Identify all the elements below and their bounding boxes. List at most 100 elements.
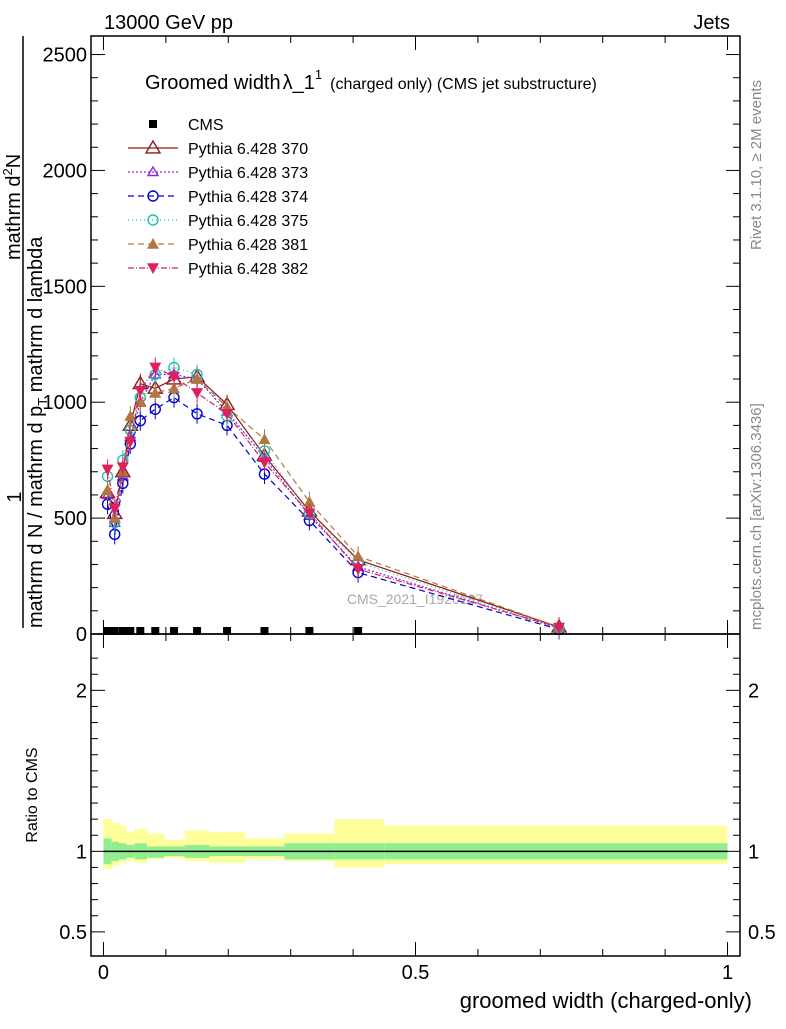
series-line	[106, 378, 560, 628]
y-label-numerator: mathrm d2N	[0, 154, 25, 260]
data-point	[167, 371, 180, 383]
ratio-y-ticks: 0.5 0.5 1 1 2 2	[59, 657, 776, 944]
series-line	[106, 396, 560, 630]
data-point	[149, 362, 162, 374]
ratio-tick-label-right: 2	[748, 680, 759, 702]
series-p373	[101, 364, 566, 639]
legend-label: Pythia 6.428 373	[188, 165, 308, 182]
data-point	[303, 495, 316, 507]
legend-marker	[147, 214, 159, 226]
ratio-tick-label-right: 1	[748, 841, 759, 863]
x-tick-label: 1	[722, 962, 733, 984]
data-point	[149, 403, 161, 415]
legend-item-p382: Pythia 6.428 382	[128, 261, 308, 278]
data-point	[553, 622, 566, 634]
series-line	[106, 366, 560, 629]
legend-item-cms: CMS	[149, 117, 224, 134]
mcplots-label: mcplots.cern.ch [arXiv:1306.3436]	[748, 403, 765, 630]
data-point	[118, 627, 127, 635]
data-point	[221, 409, 234, 420]
y-tick-label: 2500	[43, 45, 88, 67]
y-tick-label: 2000	[43, 160, 88, 182]
series-line	[106, 373, 560, 629]
ratio-tick-label: 2	[76, 680, 87, 702]
data-point	[258, 433, 271, 445]
legend-item-p381: Pythia 6.428 381	[128, 237, 308, 254]
legend-label: Pythia 6.428 375	[188, 213, 308, 230]
y-tick-label: 0	[76, 624, 87, 646]
plot-title: Groomed width λ_11(charged only) (CMS jet…	[145, 67, 597, 94]
y-tick-label: 1000	[43, 392, 88, 414]
data-point	[260, 627, 269, 635]
ratio-tick-label-right: 0.5	[748, 922, 776, 944]
data-point	[149, 386, 162, 398]
data-point	[305, 627, 314, 635]
ratio-tick-label: 0.5	[59, 922, 87, 944]
legend-marker	[147, 190, 159, 202]
legend-label: Pythia 6.428 382	[188, 261, 308, 278]
legend: CMS Pythia 6.428 370 Pythia 6.428 373 Pythi…	[128, 117, 308, 278]
data-point	[134, 385, 147, 397]
y-tick-label: 1500	[43, 276, 88, 298]
legend-label: Pythia 6.428 374	[188, 189, 308, 206]
legend-label: Pythia 6.428 370	[188, 141, 308, 158]
data-point	[124, 410, 137, 421]
rivet-version-label: Rivet 3.1.10, ≥ 2M events	[748, 80, 765, 250]
data-point	[108, 504, 121, 515]
data-point	[169, 627, 178, 635]
main-y-ticks: 0 500 1000 1500 2000 2500	[43, 45, 740, 646]
y-label-denominator: mathrm d N / mathrm d pT mathrm d lambda	[25, 236, 50, 628]
y-tick-label: 500	[54, 508, 87, 530]
data-point	[116, 462, 129, 474]
legend-item-p370: Pythia 6.428 370	[128, 139, 308, 158]
ratio-y-axis-label: Ratio to CMS	[24, 747, 41, 842]
data-point	[191, 373, 204, 384]
data-point	[258, 457, 271, 469]
header-jets-label: Jets	[693, 12, 730, 34]
series-cms	[103, 627, 564, 635]
series-layer	[99, 357, 568, 640]
legend-marker	[149, 120, 157, 128]
x-tick-label: 0	[98, 962, 109, 984]
data-point	[352, 550, 365, 562]
legend-marker	[146, 165, 160, 177]
ratio-tick-label: 1	[76, 841, 87, 863]
legend-marker	[144, 139, 162, 154]
legend-label: Pythia 6.428 381	[188, 237, 308, 254]
series-p381	[101, 369, 566, 638]
data-point	[223, 627, 232, 635]
legend-item-p373: Pythia 6.428 373	[128, 165, 308, 182]
series-line	[106, 366, 560, 629]
data-point	[101, 464, 114, 476]
x-tick-label: 0.5	[402, 962, 430, 984]
series-p370	[99, 366, 568, 638]
legend-item-p374: Pythia 6.428 374	[128, 189, 308, 206]
data-point	[103, 627, 112, 635]
legend-item-p375: Pythia 6.428 375	[128, 213, 308, 230]
data-point	[193, 627, 202, 635]
series-p382	[101, 357, 566, 638]
legend-label: CMS	[188, 117, 224, 134]
ratio-plot-frame	[90, 633, 741, 957]
data-point	[352, 564, 365, 576]
data-point	[136, 627, 145, 635]
data-point	[124, 436, 137, 448]
data-point	[126, 627, 135, 635]
legend-marker	[147, 238, 159, 249]
y-label-one: 1	[4, 491, 26, 502]
x-ticks: 0 0.5 1	[98, 36, 733, 984]
series-line	[106, 376, 560, 628]
data-point	[191, 408, 203, 420]
ratio-bands	[103, 819, 728, 870]
header-energy-label: 13000 GeV pp	[104, 12, 233, 34]
data-point	[354, 627, 363, 635]
data-point	[151, 627, 160, 635]
data-point	[101, 484, 114, 496]
data-point	[110, 627, 119, 635]
data-point	[167, 382, 180, 394]
data-point	[191, 388, 204, 399]
x-axis-label: groomed width (charged-only)	[460, 988, 752, 1013]
series-p374	[101, 387, 565, 640]
y-axis-label: 1 mathrm d N / mathrm d pT mathrm d lamb…	[0, 36, 50, 628]
